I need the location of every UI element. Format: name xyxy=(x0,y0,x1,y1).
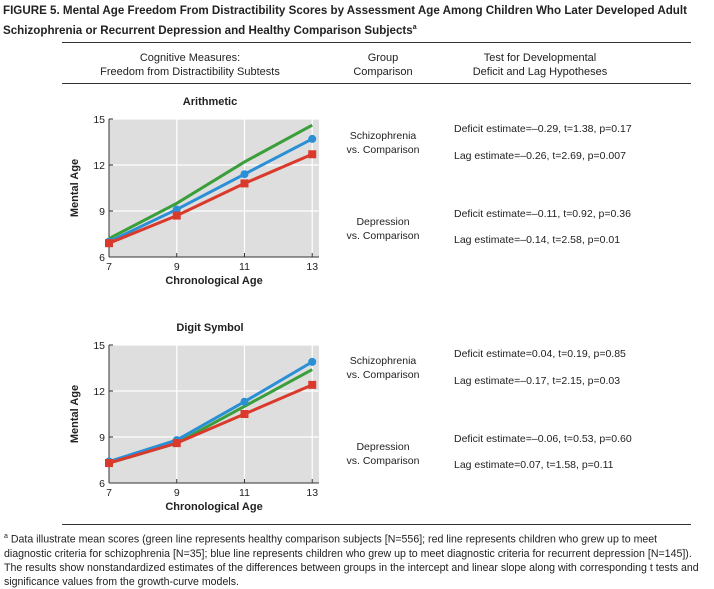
data-point xyxy=(240,397,249,406)
x-tick-label: 11 xyxy=(239,261,250,273)
data-point xyxy=(308,380,317,389)
y-tick-label: 6 xyxy=(99,252,105,264)
chart-title-digit-symbol: Digit Symbol xyxy=(176,322,244,334)
header-col2-line1: Group xyxy=(367,52,399,64)
lag-estimate: Lag estimate=0.07, t=1.58, p=0.11 xyxy=(454,459,614,471)
digit-symbol-chart: 6 9 12 15 7 9 11 13 Chronological Age Mental Age xyxy=(69,340,319,513)
series-line-1 xyxy=(108,360,313,463)
x-tick-label: 9 xyxy=(174,487,180,499)
lag-estimate: Lag estimate=–0.14, t=2.58, p=0.01 xyxy=(454,234,621,246)
group-line1: Depression xyxy=(356,216,410,228)
deficit-estimate: Deficit estimate=0.04, t=0.19, p=0.85 xyxy=(454,348,626,360)
data-point xyxy=(172,211,181,220)
data-point xyxy=(172,205,181,214)
data-point xyxy=(240,170,249,179)
group-line1: Schizophrenia xyxy=(349,355,417,367)
data-point xyxy=(105,239,113,248)
data-point xyxy=(308,134,317,143)
group-line2: vs. Comparison xyxy=(346,369,420,381)
data-point xyxy=(308,357,317,366)
deficit-estimate: Deficit estimate=–0.06, t=0.53, p=0.60 xyxy=(454,433,632,445)
plot-background xyxy=(109,345,319,483)
group-line2: vs. Comparison xyxy=(346,455,420,467)
chart-title-arithmetic: Arithmetic xyxy=(182,96,238,108)
y-tick-label: 6 xyxy=(99,478,105,490)
footnote-rule xyxy=(62,524,691,525)
x-tick-label: 11 xyxy=(239,487,250,499)
series-line-2 xyxy=(108,383,313,465)
series-line-0 xyxy=(108,123,313,240)
data-point xyxy=(240,410,249,418)
header-test: Test for Developmental Deficit and Lag H… xyxy=(440,51,640,79)
header-col1-line2: Freedom from Distractibility Subtests xyxy=(100,66,280,78)
header-bottom-rule xyxy=(62,83,691,84)
x-tick-label: 13 xyxy=(306,261,318,273)
arithmetic-chart: 6 9 12 15 7 9 11 13 Chronological Age Mental Age xyxy=(69,114,319,287)
y-axis-label: Mental Age xyxy=(69,385,81,443)
group-label-schizophrenia-2: Schizophrenia vs. Comparison xyxy=(323,354,443,382)
header-col1-line1: Cognitive Measures: xyxy=(139,52,241,64)
header-cognitive-measures: Cognitive Measures: Freedom from Distrac… xyxy=(70,51,310,79)
header-group-comparison: Group Comparison xyxy=(333,51,433,79)
group-line2: vs. Comparison xyxy=(346,144,420,156)
footnote-text: Data illustrate mean scores (green line … xyxy=(4,533,699,588)
y-tick-label: 9 xyxy=(99,206,105,218)
y-tick-label: 12 xyxy=(93,160,105,172)
x-tick-label: 7 xyxy=(106,261,112,273)
data-point xyxy=(172,439,181,448)
group-line1: Schizophrenia xyxy=(349,130,417,142)
y-tick-label: 15 xyxy=(93,114,105,126)
series-line-2 xyxy=(108,152,313,245)
deficit-estimate: Deficit estimate=–0.29, t=1.38, p=0.17 xyxy=(454,123,632,135)
x-tick-label: 7 xyxy=(106,487,112,499)
y-tick-label: 9 xyxy=(99,432,105,444)
deficit-estimate: Deficit estimate=–0.11, t=0.92, p=0.36 xyxy=(454,208,631,220)
header-top-rule xyxy=(62,42,691,43)
data-point xyxy=(105,459,113,468)
title-note-marker: a xyxy=(412,24,417,31)
lag-estimate: Lag estimate=–0.17, t=2.15, p=0.03 xyxy=(454,375,621,387)
footnote-marker: a xyxy=(4,533,8,540)
x-axis-label: Chronological Age xyxy=(165,275,262,287)
data-point xyxy=(240,179,249,188)
header-col3-line1: Test for Developmental xyxy=(483,52,597,64)
y-axis-label: Mental Age xyxy=(69,159,81,217)
data-point xyxy=(308,150,317,159)
group-line2: vs. Comparison xyxy=(346,230,420,242)
group-label-depression-2: Depression vs. Comparison xyxy=(323,440,443,468)
x-tick-label: 13 xyxy=(306,487,318,499)
group-line1: Depression xyxy=(356,441,410,453)
figure-title: FIGURE 5. Mental Age Freedom From Distra… xyxy=(3,4,687,37)
footnote: a Data illustrate mean scores (green lin… xyxy=(4,530,704,589)
header-col3-line2: Deficit and Lag Hypotheses xyxy=(472,66,608,78)
lag-estimate: Lag estimate=–0.26, t=2.69, p=0.007 xyxy=(454,150,626,162)
x-tick-label: 9 xyxy=(174,261,180,273)
header-col2-line2: Comparison xyxy=(353,66,413,78)
x-axis-label: Chronological Age xyxy=(165,501,262,513)
group-label-depression-1: Depression vs. Comparison xyxy=(323,215,443,243)
y-tick-label: 12 xyxy=(93,386,105,398)
series-line-1 xyxy=(108,137,313,244)
group-label-schizophrenia-1: Schizophrenia vs. Comparison xyxy=(323,129,443,157)
y-tick-label: 15 xyxy=(93,340,105,352)
